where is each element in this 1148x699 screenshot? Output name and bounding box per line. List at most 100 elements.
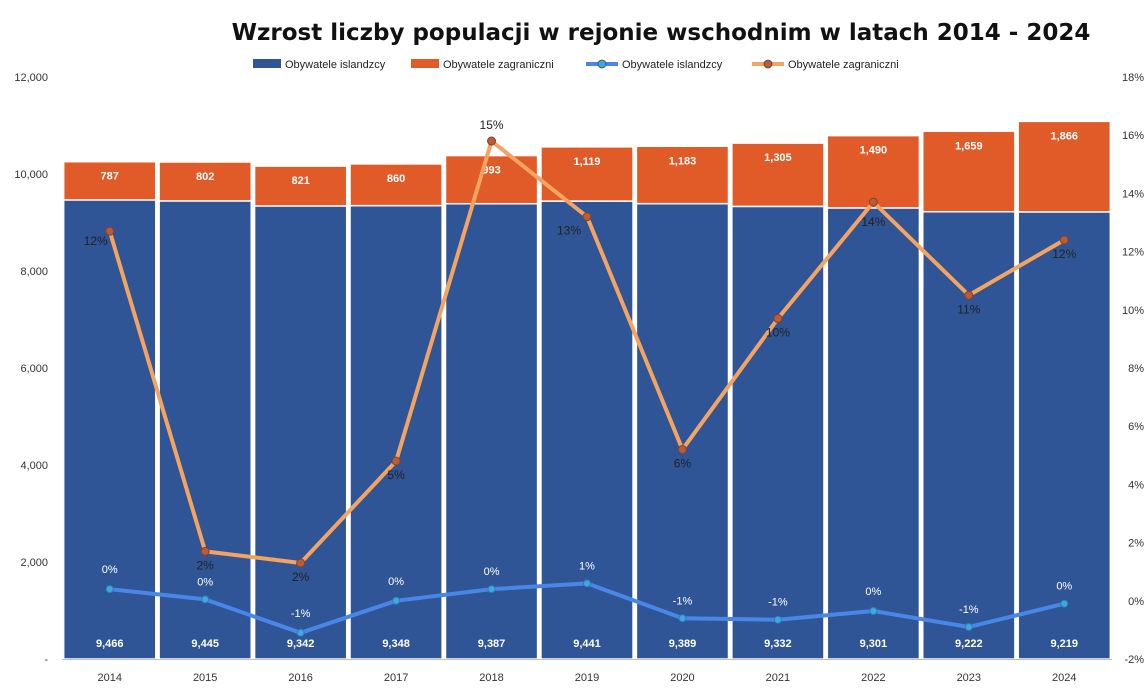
y-right-tick-label: 6% <box>1128 421 1144 433</box>
pct-label-zagraniczni: 11% <box>957 302 980 316</box>
bar-obywatele-islandzcy <box>349 204 443 660</box>
y-left-tick-label: 4,000 <box>20 460 48 472</box>
pct-label-islandzcy: 0% <box>1056 581 1072 593</box>
point-obywatele-islandzcy <box>392 596 401 605</box>
pct-label-islandzcy: 0% <box>197 576 213 588</box>
bar-obywatele-zagraniczni <box>922 130 1016 213</box>
point-obywatele-islandzcy <box>201 595 210 604</box>
bar-obywatele-islandzcy <box>731 205 825 660</box>
bar-obywatele-zagraniczni <box>826 134 921 209</box>
bar-obywatele-islandzcy <box>62 199 157 660</box>
point-obywatele-islandzcy <box>964 622 973 631</box>
bar-label-zagraniczni: 821 <box>291 175 309 187</box>
point-obywatele-zagraniczni <box>200 546 210 556</box>
legend-swatch <box>253 59 281 68</box>
pct-label-zagraniczni: 12% <box>1052 247 1076 261</box>
bar-obywatele-islandzcy <box>922 210 1016 660</box>
point-obywatele-zagraniczni <box>677 444 687 454</box>
bar-label-islandzcy: 9,342 <box>287 638 315 650</box>
bar-obywatele-zagraniczni <box>635 145 730 205</box>
x-tick-label: 2014 <box>97 672 121 684</box>
point-obywatele-islandzcy <box>1060 599 1069 608</box>
pct-label-islandzcy: 0% <box>102 564 118 576</box>
bar-label-islandzcy: 9,387 <box>478 638 506 650</box>
point-obywatele-islandzcy <box>105 585 114 594</box>
bar-label-zagraniczni: 1,659 <box>955 140 983 152</box>
bar-label-islandzcy: 9,348 <box>382 638 410 650</box>
y-left-tick-label: 2,000 <box>20 557 48 569</box>
bar-label-zagraniczni: 1,119 <box>574 156 601 168</box>
point-obywatele-zagraniczni <box>487 136 497 146</box>
bar-obywatele-zagraniczni <box>444 154 539 205</box>
pct-label-zagraniczni: 5% <box>387 468 405 482</box>
pct-label-islandzcy: 0% <box>865 586 881 598</box>
pct-label-islandzcy: 1% <box>579 560 595 572</box>
x-tick-label: 2018 <box>479 672 503 684</box>
pct-label-zagraniczni: 13% <box>557 224 581 238</box>
bar-obywatele-islandzcy <box>158 200 252 660</box>
bar-obywatele-islandzcy <box>253 205 348 660</box>
y-axis-left: - 2,000 4,000 6,000 8,000 10,000 12,000 <box>14 72 48 666</box>
bar-obywatele-islandzcy <box>1017 211 1112 660</box>
y-left-tick-label: 6,000 <box>20 363 48 375</box>
x-tick-label: 2017 <box>384 672 408 684</box>
pct-label-islandzcy: 0% <box>388 576 404 588</box>
y-right-tick-label: 10% <box>1122 305 1144 317</box>
point-obywatele-zagraniczni <box>296 558 306 568</box>
pct-label-zagraniczni: 12% <box>84 234 108 248</box>
y-right-tick-label: 0% <box>1128 596 1144 608</box>
bar-obywatele-zagraniczni <box>349 163 443 207</box>
legend-swatch <box>411 59 439 68</box>
bar-label-zagraniczni: 993 <box>482 165 500 177</box>
pct-label-islandzcy: 0% <box>484 566 500 578</box>
x-axis: 2014 2015 2016 2017 2018 2019 2020 2021 2022 2023… <box>62 659 1112 684</box>
point-obywatele-zagraniczni <box>391 456 401 466</box>
y-left-tick-label: 10,000 <box>14 169 48 181</box>
chart-title: Wzrost liczby populacji w rejonie wschod… <box>232 20 1091 46</box>
pct-label-zagraniczni: 15% <box>480 118 504 132</box>
y-right-tick-label: 12% <box>1122 247 1144 259</box>
pct-label-zagraniczni: 2% <box>197 558 215 572</box>
pct-label-zagraniczni: 6% <box>674 456 692 470</box>
bar-label-islandzcy: 9,466 <box>96 638 124 650</box>
pct-label-islandzcy: -1% <box>959 604 979 616</box>
bar-label-zagraniczni: 1,305 <box>764 152 792 164</box>
legend-label: Obywatele islandzcy <box>622 59 723 71</box>
legend-marker <box>597 59 607 69</box>
bar-label-islandzcy: 9,445 <box>191 638 219 650</box>
x-tick-label: 2024 <box>1052 672 1076 684</box>
bar-label-zagraniczni: 1,866 <box>1051 130 1079 142</box>
y-right-tick-label: 14% <box>1122 188 1144 200</box>
bar-obywatele-islandzcy <box>635 202 730 660</box>
bar-label-islandzcy: 9,389 <box>669 638 697 650</box>
y-right-tick-label: 2% <box>1128 538 1144 550</box>
bar-label-zagraniczni: 1,490 <box>860 145 888 157</box>
pct-label-zagraniczni: 10% <box>766 326 790 340</box>
bar-obywatele-islandzcy <box>444 202 539 660</box>
point-obywatele-zagraniczni <box>582 212 592 222</box>
y-right-tick-label: 4% <box>1128 479 1144 491</box>
point-obywatele-zagraniczni <box>105 226 115 236</box>
legend: Obywatele islandzcy Obywatele zagraniczni… <box>253 59 899 71</box>
y-left-tick-label: - <box>44 654 48 666</box>
bar-label-islandzcy: 9,301 <box>860 638 888 650</box>
bar-label-zagraniczni: 1,183 <box>669 155 697 167</box>
pct-label-zagraniczni: 2% <box>292 570 310 584</box>
x-tick-label: 2021 <box>766 672 790 684</box>
bar-label-islandzcy: 9,332 <box>764 638 792 650</box>
point-obywatele-islandzcy <box>296 628 305 637</box>
lines: 12% 2% 2% 5% 15% 13% 6% 10% 14% 11% 12% 0% 0% -1% 0% 0%… <box>84 118 1077 637</box>
bars: 9,466 787 9,445 802 9,342 821 9,348 860 9,387 993… <box>62 120 1112 660</box>
point-obywatele-islandzcy <box>487 585 496 594</box>
x-tick-label: 2015 <box>193 672 217 684</box>
x-tick-label: 2020 <box>670 672 694 684</box>
bar-obywatele-islandzcy <box>540 200 634 660</box>
y-right-tick-label: 16% <box>1122 130 1144 142</box>
y-right-tick-label: 8% <box>1128 363 1144 375</box>
x-tick-label: 2022 <box>861 672 885 684</box>
y-left-tick-label: 12,000 <box>14 72 48 84</box>
pct-label-islandzcy: -1% <box>291 608 311 620</box>
legend-label: Obywatele zagraniczni <box>788 59 899 71</box>
x-tick-label: 2023 <box>957 672 981 684</box>
pct-label-islandzcy: -1% <box>673 595 693 607</box>
